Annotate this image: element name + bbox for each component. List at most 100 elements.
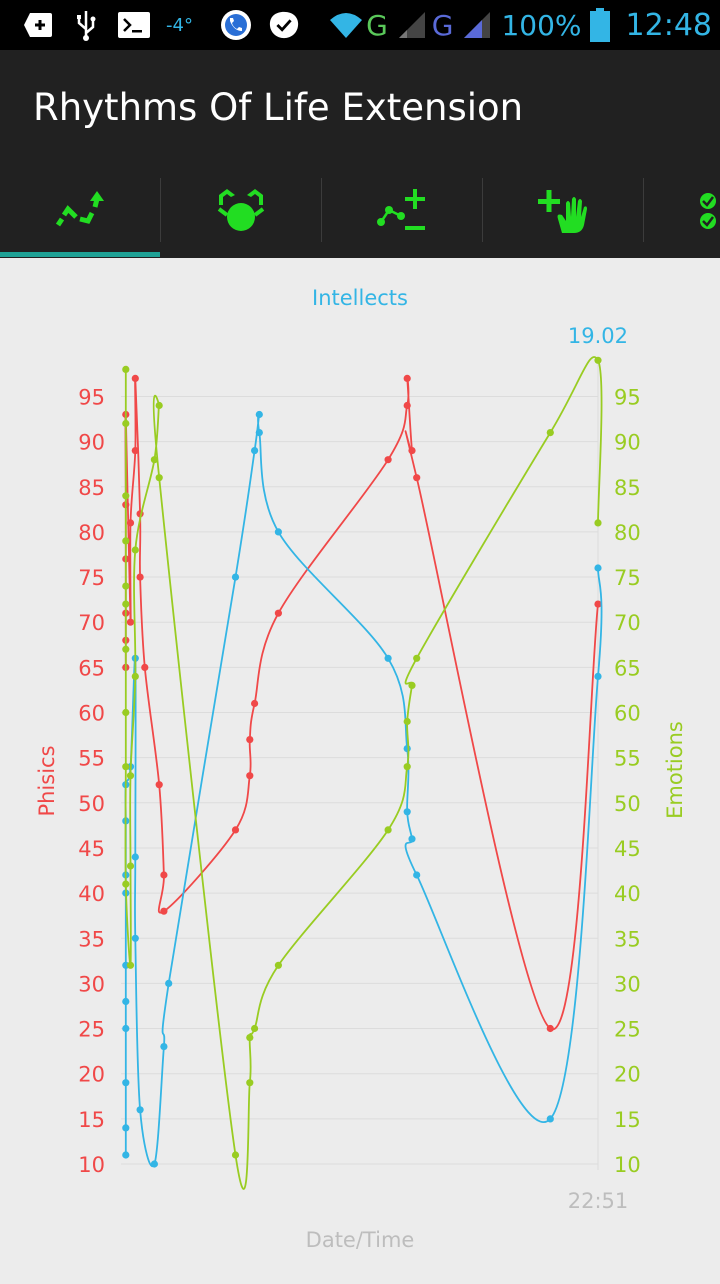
data-point-phisics (160, 871, 168, 879)
data-point-emotions (122, 763, 130, 771)
left-tick-label: 25 (78, 1018, 105, 1042)
data-point-emotions (122, 365, 130, 373)
tab-add-remove-points[interactable] (322, 168, 482, 258)
right-tick-label: 65 (614, 656, 641, 680)
data-point-intellects (251, 447, 259, 455)
data-point-intellects (594, 564, 602, 572)
data-point-phisics (246, 736, 254, 744)
series-line-intellects (124, 412, 603, 1168)
data-point-phisics (155, 781, 163, 789)
data-point-emotions (131, 672, 139, 680)
left-tick-label: 30 (78, 972, 105, 996)
data-point-phisics (246, 772, 254, 780)
phone-app-icon (220, 9, 252, 41)
data-point-intellects (150, 1160, 158, 1168)
data-point-phisics (141, 663, 149, 671)
left-tick-label: 10 (78, 1153, 105, 1177)
right-tick-label: 25 (614, 1018, 641, 1042)
temperature-indicator: -4° (166, 14, 193, 36)
data-point-intellects (160, 1043, 168, 1051)
data-point-phisics (274, 609, 282, 617)
data-point-phisics (231, 826, 240, 834)
right-tick-label: 70 (614, 611, 641, 635)
biorhythm-chart[interactable]: 10 15 20 25 30 35 40 45 50 55 60 65 70 75 80 85 90 95 10 1… (0, 258, 720, 1280)
series-layer (122, 356, 603, 1190)
status-indicators: G G 100% 12:48 (322, 0, 720, 50)
right-axis-label: Emotions (663, 721, 687, 819)
data-point-emotions (122, 492, 130, 500)
data-point-intellects (131, 853, 139, 861)
left-tick-label: 20 (78, 1063, 105, 1087)
right-tick-label: 35 (614, 927, 641, 951)
usb-icon (70, 9, 102, 41)
data-point-emotions (155, 401, 163, 410)
tab-checklist[interactable] (644, 168, 720, 258)
tab-divider (482, 178, 483, 242)
data-point-phisics (131, 374, 139, 382)
right-tick-label: 80 (614, 521, 641, 545)
notification-icons: -4° (22, 8, 300, 42)
left-tick-label: 40 (78, 882, 105, 906)
add-notification-icon (22, 9, 54, 41)
plot-plus-minus-icon (375, 188, 429, 238)
data-point-emotions (413, 654, 421, 662)
data-point-intellects (403, 808, 411, 816)
data-point-phisics (384, 456, 392, 464)
data-point-emotions (150, 456, 158, 464)
left-tick-label: 95 (78, 385, 105, 409)
data-point-emotions (126, 862, 135, 870)
tab-add-hand[interactable] (483, 168, 643, 258)
left-tick-label: 45 (78, 837, 105, 861)
left-axis-ticks: 10 15 20 25 30 35 40 45 50 55 60 65 70 75 80 85 90 95 (78, 385, 105, 1177)
data-point-intellects (274, 528, 282, 536)
data-point-intellects (403, 745, 411, 753)
data-point-emotions (384, 826, 392, 834)
data-point-emotions (251, 1024, 259, 1033)
right-tick-label: 40 (614, 882, 641, 906)
data-point-emotions (122, 537, 130, 545)
data-point-emotions (122, 880, 130, 888)
data-point-intellects (122, 1151, 130, 1159)
data-point-emotions (122, 419, 130, 428)
left-axis-label: Phisics (35, 745, 59, 816)
data-point-phisics (594, 600, 602, 608)
left-tick-label: 90 (78, 431, 105, 455)
tab-divider (160, 178, 161, 242)
signal-strength-2-icon (459, 8, 495, 42)
data-point-intellects (255, 410, 263, 419)
right-tick-label: 30 (614, 972, 641, 996)
data-point-intellects (131, 934, 139, 942)
clock: 12:48 (625, 7, 712, 43)
left-tick-label: 35 (78, 927, 105, 951)
checkmarks-icon (696, 191, 720, 235)
data-point-emotions (594, 519, 602, 527)
data-point-intellects (255, 429, 263, 437)
data-point-phisics (546, 1024, 554, 1033)
data-point-emotions (408, 681, 416, 689)
tab-rhythms-chart[interactable] (0, 168, 160, 258)
x-tick-label: 22:51 (568, 1189, 629, 1213)
series-line-emotions (124, 356, 603, 1190)
data-point-emotions (403, 763, 411, 771)
alarm-clock-icon (215, 187, 267, 239)
network-type-2: G (431, 8, 454, 42)
terminal-icon (118, 9, 150, 41)
right-tick-label: 20 (614, 1063, 641, 1087)
data-point-emotions (122, 600, 130, 608)
data-point-intellects (594, 672, 602, 680)
app-title: Rhythms Of Life Extension (33, 86, 524, 129)
data-point-emotions (122, 582, 130, 590)
data-point-emotions (131, 546, 139, 554)
right-tick-label: 85 (614, 476, 641, 500)
left-tick-label: 15 (78, 1108, 105, 1132)
signal-strength-1-icon (394, 8, 430, 42)
data-point-emotions (122, 708, 130, 717)
tab-divider (321, 178, 322, 242)
right-tick-label: 55 (614, 747, 641, 771)
data-point-emotions (122, 645, 130, 653)
data-point-intellects (122, 1024, 130, 1033)
tab-alarm[interactable] (161, 168, 321, 258)
check-bubble-icon (268, 9, 300, 41)
data-point-intellects (122, 1124, 130, 1132)
